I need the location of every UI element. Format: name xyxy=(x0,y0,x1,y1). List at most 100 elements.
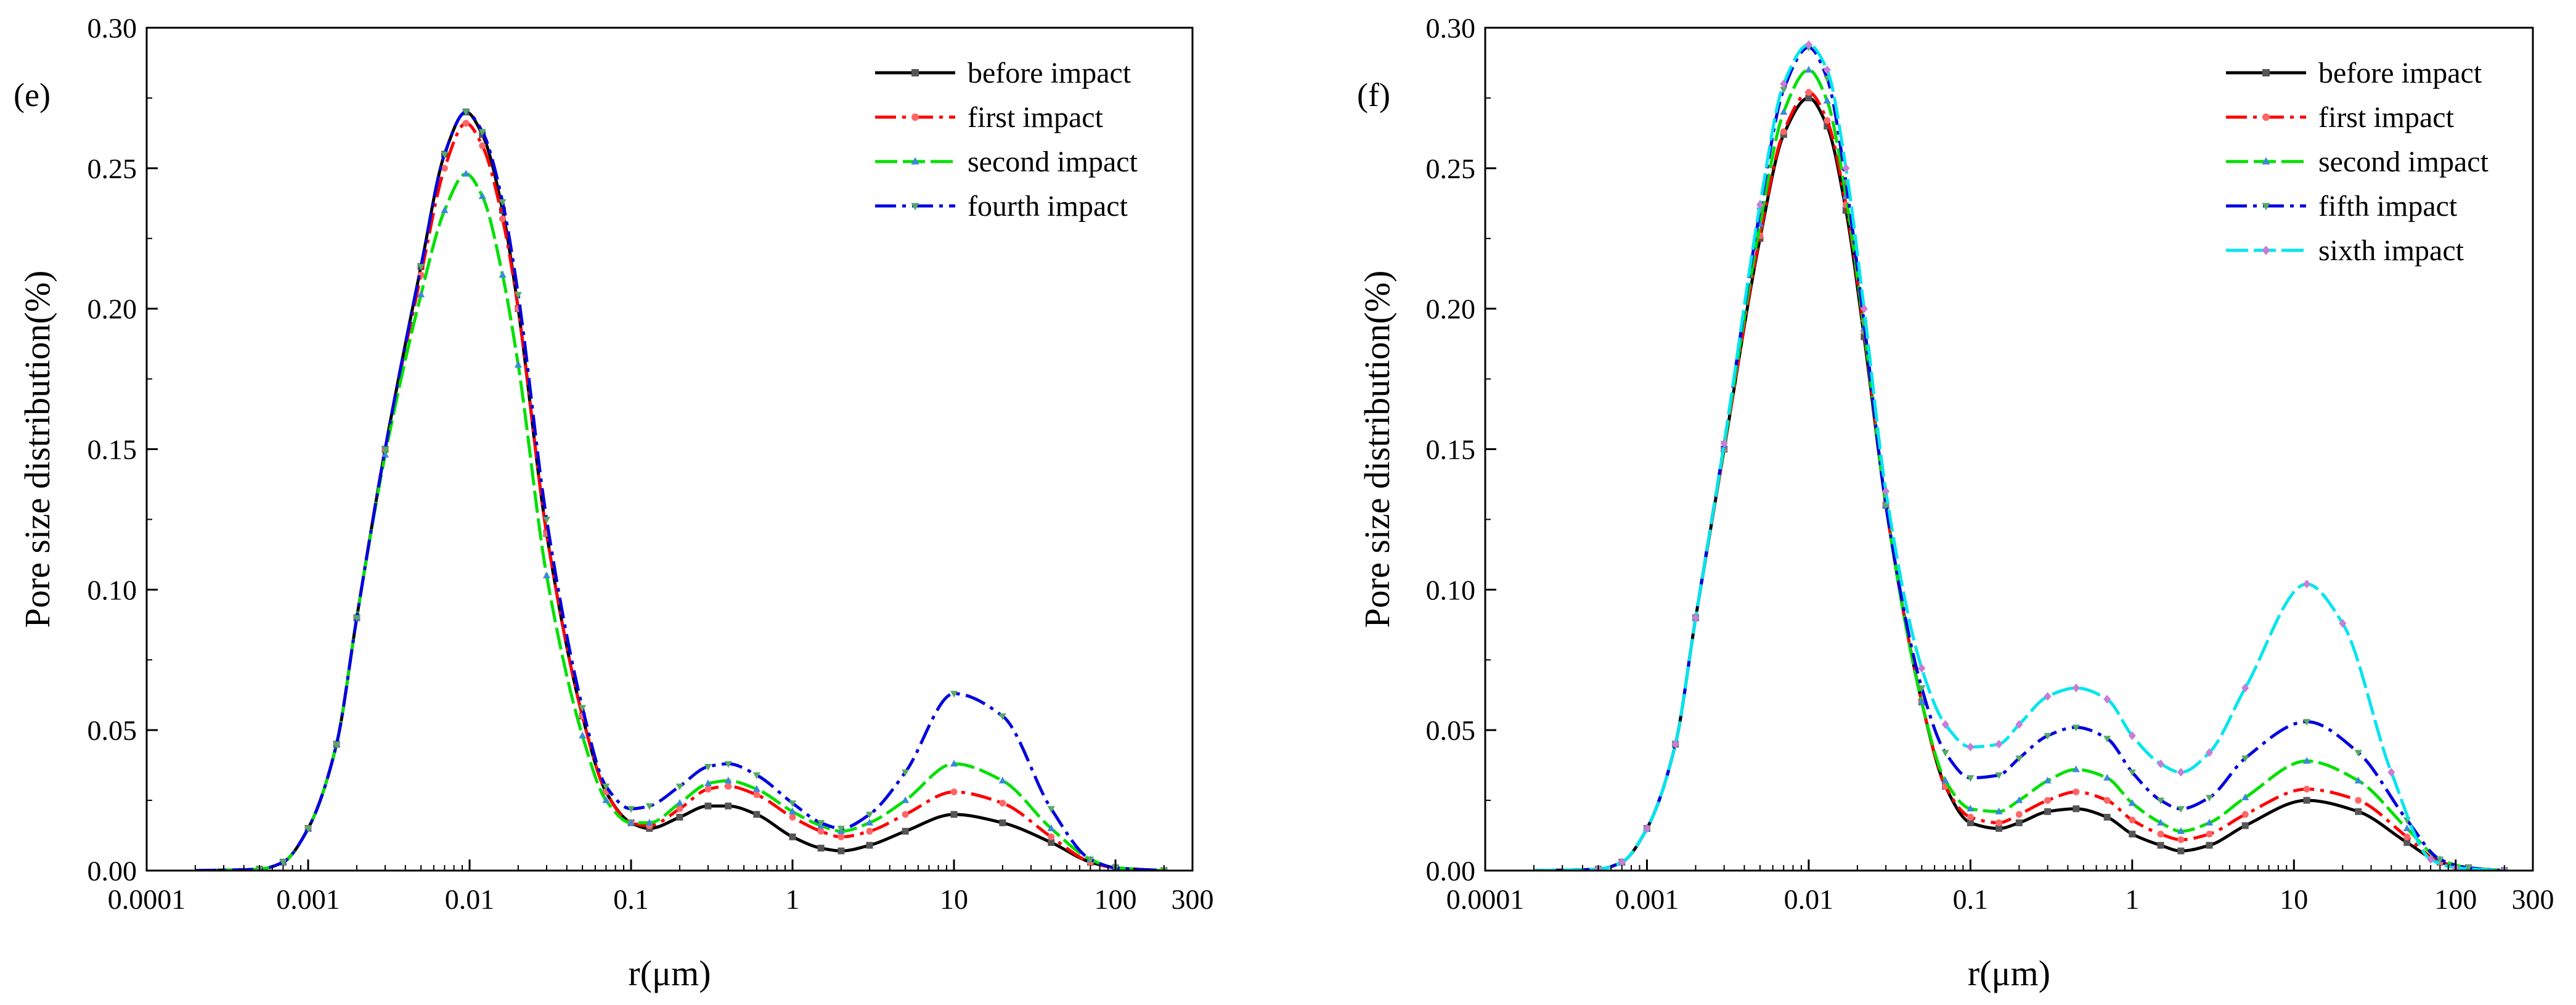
x-tick-label: 0.1 xyxy=(1953,884,1989,915)
data-point xyxy=(2427,855,2435,864)
data-point xyxy=(1823,65,1831,75)
series-fourth-impact xyxy=(195,109,1168,871)
data-point xyxy=(789,833,796,840)
legend-item: first impact xyxy=(2226,101,2455,134)
data-point xyxy=(1643,824,1651,833)
data-point xyxy=(837,826,845,833)
data-point xyxy=(2403,824,2411,832)
data-point xyxy=(1692,613,1700,623)
data-point xyxy=(2072,724,2080,732)
data-point xyxy=(725,782,732,790)
y-tick-label: 0.25 xyxy=(1426,153,1476,184)
legend-label: sixth impact xyxy=(2318,234,2464,267)
legend-label: before impact xyxy=(2318,57,2482,89)
x-tick-label: 100 xyxy=(2434,884,2477,915)
legend-marker xyxy=(2262,69,2270,76)
data-point xyxy=(1995,819,2003,827)
y-tick-label: 0.05 xyxy=(88,715,137,746)
data-point xyxy=(1804,65,1812,73)
x-tick-label: 0.01 xyxy=(445,884,495,915)
data-point xyxy=(2015,720,2023,729)
data-point xyxy=(704,786,712,793)
data-point xyxy=(2206,831,2213,838)
data-point xyxy=(2129,831,2136,838)
data-point xyxy=(381,451,389,458)
data-point xyxy=(902,769,910,777)
data-point xyxy=(2157,831,2164,838)
legend-label: fourth impact xyxy=(968,190,1128,223)
data-point xyxy=(1941,750,1949,757)
data-point xyxy=(752,785,760,792)
legend-item: before impact xyxy=(2226,57,2482,89)
legend-marker xyxy=(911,157,919,165)
data-point xyxy=(499,215,506,223)
data-point xyxy=(627,806,635,813)
x-axis-title: r(μm) xyxy=(628,953,711,993)
data-point xyxy=(2072,683,2080,692)
data-point xyxy=(950,811,958,818)
data-point xyxy=(1780,128,1787,136)
data-point xyxy=(1720,439,1728,448)
x-tick-label: 100 xyxy=(1094,884,1136,915)
panel-label: (e) xyxy=(14,76,51,113)
legend-label: second impact xyxy=(2318,146,2489,178)
data-point xyxy=(499,199,507,207)
data-point xyxy=(542,571,551,578)
data-point xyxy=(2157,818,2165,826)
x-tick-label: 300 xyxy=(1172,884,1214,915)
data-point xyxy=(2403,833,2411,840)
data-point xyxy=(2177,836,2185,843)
y-tick-label: 0.30 xyxy=(1426,12,1476,44)
x-tick-label: 1 xyxy=(785,884,799,915)
legend-label: second impact xyxy=(968,146,1138,178)
legend-item: second impact xyxy=(2226,146,2489,178)
x-tick-label: 10 xyxy=(940,884,968,915)
data-point xyxy=(2072,765,2080,773)
data-point xyxy=(724,776,732,784)
data-point xyxy=(2128,731,2136,740)
legend: before impact first impact second impact fi… xyxy=(2226,57,2489,267)
data-point xyxy=(902,796,910,803)
data-point xyxy=(441,165,448,172)
data-point xyxy=(1048,839,1055,846)
data-point xyxy=(1824,117,1831,124)
data-point xyxy=(602,796,610,803)
data-point xyxy=(2303,580,2311,589)
x-tick-label: 1 xyxy=(2125,884,2139,915)
data-point xyxy=(788,807,797,814)
data-point xyxy=(704,802,712,810)
data-point xyxy=(1086,856,1094,864)
x-tick-label: 0.0001 xyxy=(1446,884,1525,915)
data-point xyxy=(2044,692,2052,701)
data-point xyxy=(838,833,845,840)
series-line xyxy=(195,110,1165,871)
data-point xyxy=(950,760,958,767)
legend-item: before impact xyxy=(875,57,1131,89)
data-point xyxy=(902,811,909,818)
legend-marker xyxy=(2262,157,2270,165)
data-point xyxy=(2157,759,2165,768)
data-point xyxy=(2103,736,2111,743)
x-axis-title: r(μm) xyxy=(1968,953,2050,993)
data-point xyxy=(1671,739,1679,749)
data-point xyxy=(2303,786,2310,793)
data-point xyxy=(2177,847,2185,855)
x-tick-label: 0.0001 xyxy=(108,884,186,915)
data-point xyxy=(1860,304,1868,313)
data-point xyxy=(865,811,874,819)
data-point xyxy=(478,192,486,199)
x-tick-label: 0.001 xyxy=(276,884,340,915)
data-point xyxy=(753,791,760,798)
data-point xyxy=(950,788,958,795)
data-point xyxy=(279,859,287,866)
series-line xyxy=(195,172,1165,871)
data-point xyxy=(2403,839,2411,846)
y-tick-label: 0.05 xyxy=(1426,715,1476,746)
data-point xyxy=(645,803,653,810)
data-point xyxy=(602,783,610,790)
data-point xyxy=(1047,824,1055,832)
data-point xyxy=(2157,842,2164,849)
data-point xyxy=(866,842,873,849)
data-point xyxy=(2206,795,2214,802)
data-point xyxy=(2206,842,2213,849)
